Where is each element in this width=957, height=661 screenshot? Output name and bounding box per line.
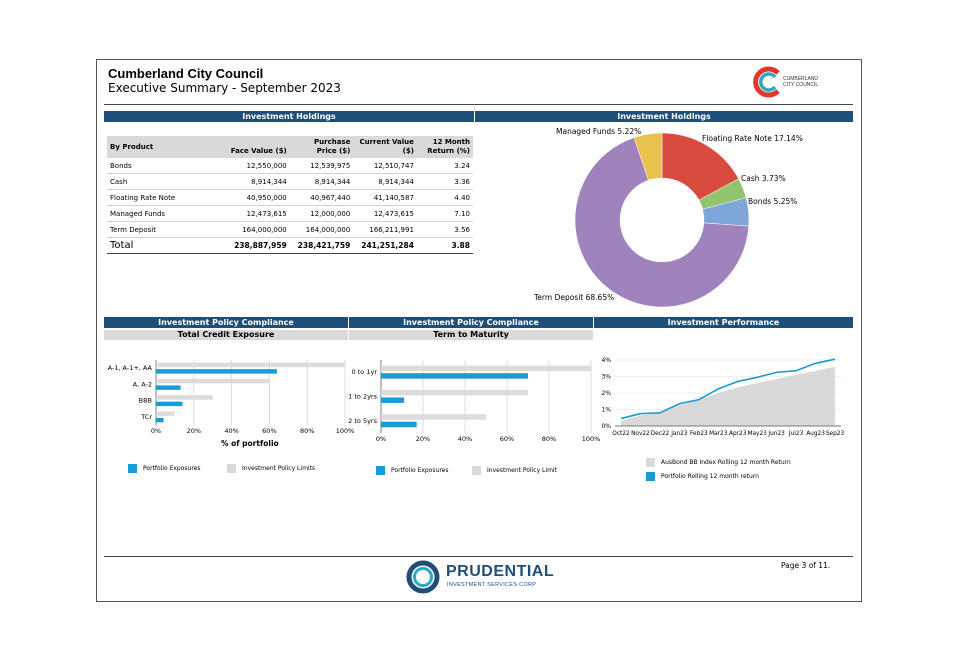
col-header: Face Value ($) <box>224 136 290 158</box>
maturity-legend-portfolio: Portfolio Exposures <box>376 466 449 475</box>
pie-label-term-deposit: Term Deposit 68.65% <box>534 293 615 302</box>
maturity-legend-limit: Investment Policy Limit <box>472 466 557 475</box>
table-cell: Total <box>107 237 225 254</box>
total-row: Total 238,887,959 238,421,759 241,251,28… <box>107 237 473 254</box>
maturity-section-header: Investment Policy Compliance <box>349 317 593 328</box>
table-cell: 164,000,000 <box>289 221 354 238</box>
report-title: Cumberland City Council <box>108 66 264 81</box>
page-number: Page 3 of 11. <box>781 561 831 570</box>
holdings-table-header: Investment Holdings <box>104 111 474 122</box>
credit-legend-limits: Investment Policy Limits <box>227 464 315 473</box>
holdings-chart-header: Investment Holdings <box>475 111 853 122</box>
legend-swatch <box>227 464 236 473</box>
col-header: By Product <box>107 136 225 158</box>
col-header: 12 Month Return (%) <box>416 136 473 158</box>
perf-legend-portfolio: Portfolio Rolling 12 month return <box>646 472 759 481</box>
table-cell: 7.10 <box>416 205 473 222</box>
pie-label-bonds: Bonds 5.25% <box>748 197 798 206</box>
table-row: Managed Funds 12,473,615 12,000,000 12,4… <box>107 205 473 222</box>
table-cell: 40,967,440 <box>289 189 354 206</box>
legend-label: Portfolio Exposures <box>391 467 449 474</box>
legend-swatch <box>646 458 655 467</box>
table-cell: 41,140,587 <box>353 189 417 206</box>
table-cell: 3.56 <box>416 221 473 238</box>
table-cell: 166,211,991 <box>353 221 417 238</box>
table-cell: 8,914,344 <box>353 173 417 190</box>
table-cell: 4.40 <box>416 189 473 206</box>
table-cell: 238,421,759 <box>289 237 354 254</box>
credit-x-axis-label: % of portfolio <box>221 439 279 448</box>
table-cell: 12,550,000 <box>224 158 290 174</box>
legend-swatch <box>128 464 137 473</box>
table-cell: 8,914,344 <box>224 173 290 190</box>
table-row: Term Deposit 164,000,000 164,000,000 166… <box>107 221 473 238</box>
legend-swatch <box>646 472 655 481</box>
table-row: Cash 8,914,344 8,914,344 8,914,344 3.36 <box>107 173 473 190</box>
council-logo-line-2: CITY COUNCIL <box>783 82 819 88</box>
header-rule <box>104 104 853 105</box>
table-cell: 12,510,747 <box>353 158 417 174</box>
table-row: Bonds 12,550,000 12,539,975 12,510,747 3… <box>107 158 473 174</box>
table-cell: 164,000,000 <box>224 221 290 238</box>
table-cell: 12,473,615 <box>224 205 290 222</box>
col-header: Purchase Price ($) <box>289 136 354 158</box>
table-cell: Floating Rate Note <box>107 189 225 206</box>
credit-chart-title: Total Credit Exposure <box>104 330 348 340</box>
table-cell: 12,000,000 <box>289 205 354 222</box>
council-logo: CUMBERLAND CITY COUNCIL <box>750 66 840 98</box>
table-cell: 241,251,284 <box>353 237 417 254</box>
pie-label-managed-funds: Managed Funds 5.22% <box>556 127 642 136</box>
col-header: Current Value ($) <box>353 136 417 158</box>
pie-label-cash: Cash 3.73% <box>741 174 786 183</box>
prudential-logo-mark <box>406 560 440 594</box>
legend-label: Investment Policy Limits <box>242 465 316 472</box>
council-logo-mark <box>753 66 780 98</box>
table-cell: 8,914,344 <box>289 173 354 190</box>
prudential-logo-name: PRUDENTIAL <box>446 563 555 580</box>
legend-swatch <box>376 466 385 475</box>
table-cell: Bonds <box>107 158 225 174</box>
holdings-header-row: By Product Face Value ($) Purchase Price… <box>107 136 473 158</box>
council-logo-line-1: CUMBERLAND <box>783 76 819 82</box>
maturity-chart-title: Term to Maturity <box>349 330 593 340</box>
report-subtitle: Executive Summary - September 2023 <box>108 81 341 95</box>
perf-legend-index: AusBond BB Index Rolling 12 month Return <box>646 458 791 467</box>
table-cell: Cash <box>107 173 225 190</box>
table-cell: 40,950,000 <box>224 189 290 206</box>
prudential-logo-tagline: INVESTMENT SERVICES CORP <box>447 582 537 588</box>
footer-rule <box>104 556 853 557</box>
legend-label: Investment Policy Limit <box>487 467 557 474</box>
legend-label: Portfolio Rolling 12 month return <box>661 473 759 480</box>
table-row: Floating Rate Note 40,950,000 40,967,440… <box>107 189 473 206</box>
credit-legend-portfolio: Portfolio Exposures <box>128 464 201 473</box>
table-cell: 3.24 <box>416 158 473 174</box>
performance-section-header: Investment Performance <box>594 317 853 328</box>
legend-label: Portfolio Exposures <box>143 465 201 472</box>
table-cell: 3.36 <box>416 173 473 190</box>
prudential-logo: PRUDENTIAL INVESTMENT SERVICES CORP <box>406 560 556 594</box>
credit-section-header: Investment Policy Compliance <box>104 317 348 328</box>
table-cell: 12,473,615 <box>353 205 417 222</box>
table-cell: 238,887,959 <box>224 237 290 254</box>
table-cell: Term Deposit <box>107 221 225 238</box>
table-cell: Managed Funds <box>107 205 225 222</box>
table-cell: 12,539,975 <box>289 158 354 174</box>
legend-swatch <box>472 466 481 475</box>
pie-label-floating-rate-note: Floating Rate Note 17.14% <box>702 134 803 143</box>
legend-label: AusBond BB Index Rolling 12 month Return <box>661 459 791 466</box>
table-cell: 3.88 <box>416 237 473 254</box>
holdings-table: By Product Face Value ($) Purchase Price… <box>107 136 473 254</box>
